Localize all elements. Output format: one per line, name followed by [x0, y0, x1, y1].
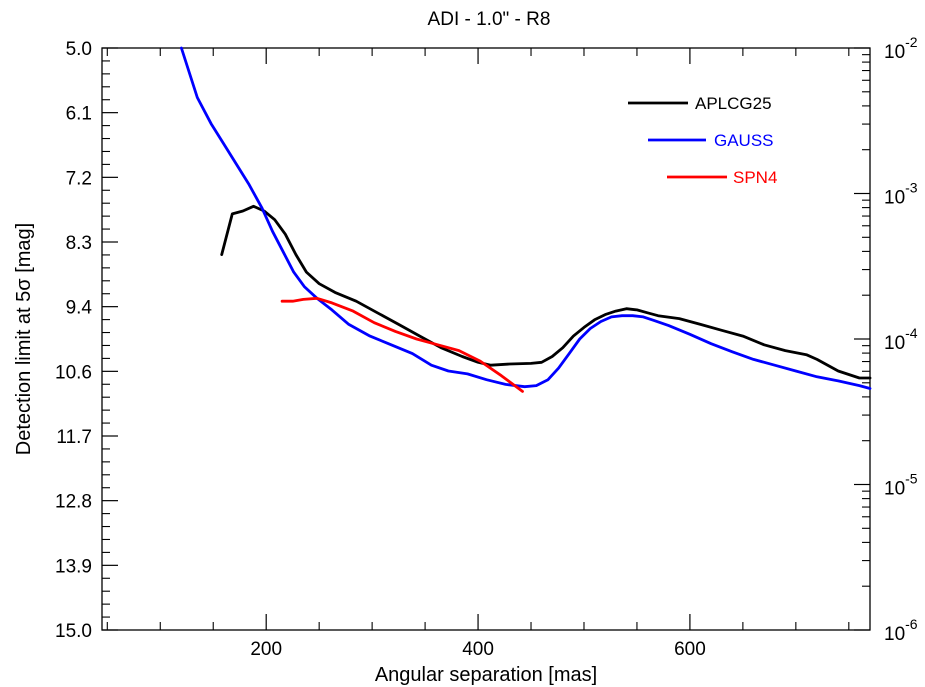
- right-tick-label: 10-2: [884, 34, 918, 63]
- axis-ticks: [102, 47, 870, 631]
- legend: APLCG25 GAUSS SPN4: [628, 94, 777, 187]
- x-tick-label: 400: [462, 639, 494, 660]
- x-axis-label: Angular separation [mas]: [375, 664, 597, 686]
- y-tick-label: 8.3: [66, 233, 92, 254]
- y-tick-label: 5.0: [66, 39, 92, 60]
- y-tick-label: 12.8: [55, 492, 92, 513]
- y-tick-label: 7.2: [66, 168, 92, 189]
- series-lines: [179, 46, 872, 393]
- x-tick-label: 200: [250, 639, 282, 660]
- legend-label: GAUSS: [714, 131, 774, 150]
- series-line-gauss: [179, 46, 872, 390]
- legend-label: APLCG25: [695, 94, 772, 113]
- y-tick-label: 11.7: [56, 427, 92, 448]
- right-tick-label: 10-6: [884, 616, 918, 645]
- y-tick-label: 10.6: [55, 362, 92, 383]
- right-tick-label: 10-3: [884, 180, 918, 209]
- y-tick-label: 15.0: [55, 621, 92, 642]
- y-tick-label: 13.9: [55, 556, 92, 577]
- y-tick-label: 9.4: [66, 298, 93, 319]
- series-line-spn4: [280, 296, 524, 393]
- x-tick-label: 600: [674, 639, 706, 660]
- chart-title: ADI - 1.0" - R8: [428, 9, 551, 30]
- legend-label: SPN4: [733, 168, 777, 187]
- right-tick-label: 10-4: [884, 325, 918, 354]
- series-line-aplcg25: [220, 204, 872, 380]
- y-tick-label: 6.1: [66, 104, 92, 125]
- right-tick-label: 10-5: [884, 471, 918, 500]
- y-axis-label: Detection limit at 5σ [mag]: [13, 223, 35, 455]
- tick-labels: 200 400 600 5.0 6.1 7.2 8.3 9.4 10.6 11.7 12.8 13.9…: [55, 34, 918, 660]
